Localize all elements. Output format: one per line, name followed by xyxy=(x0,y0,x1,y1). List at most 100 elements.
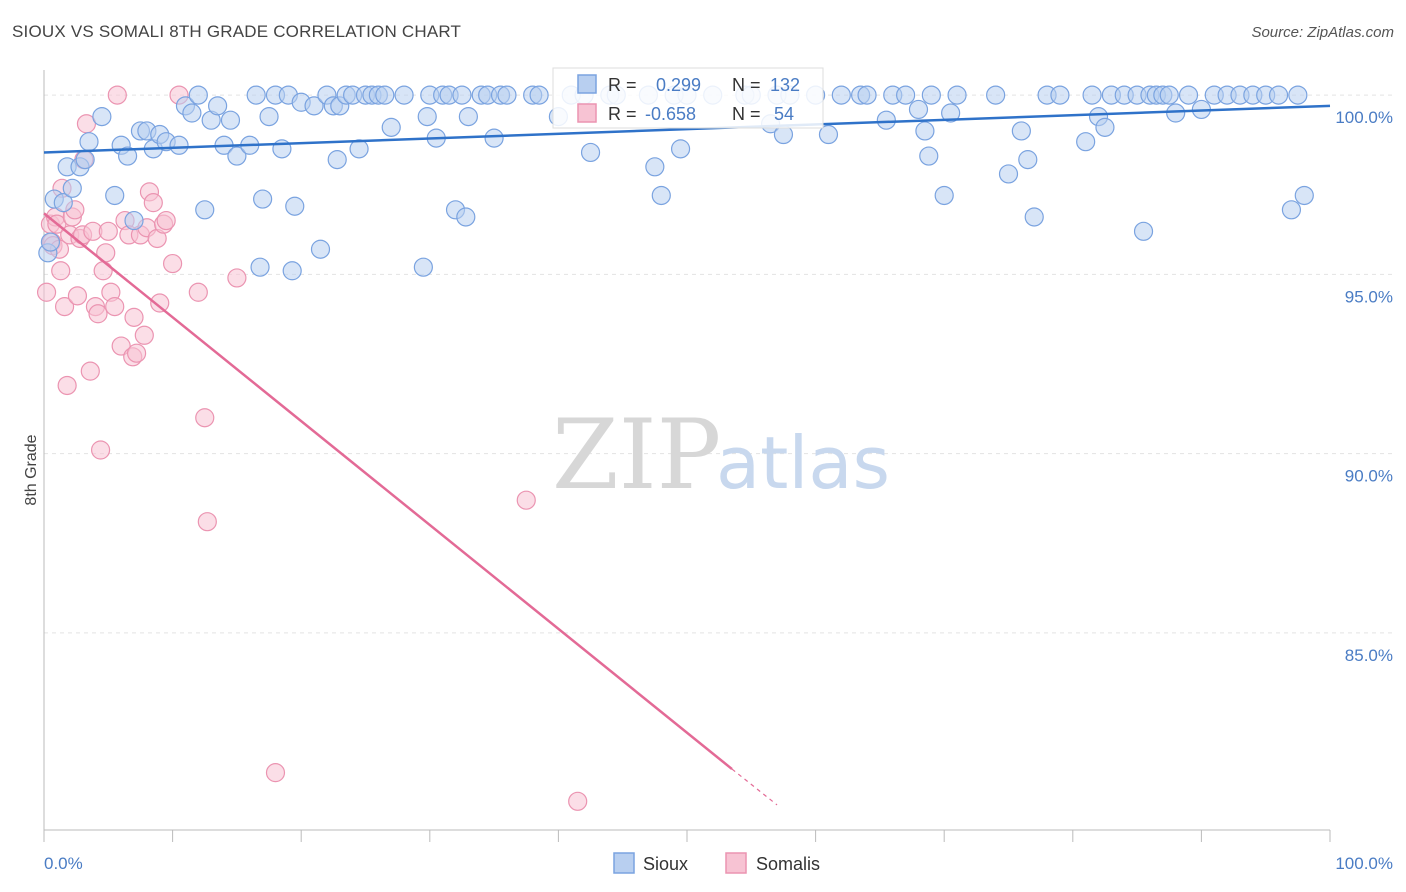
somali-point xyxy=(88,304,108,324)
sioux-point xyxy=(831,85,851,105)
sioux-point xyxy=(1281,200,1302,220)
sioux-point xyxy=(304,96,324,116)
somali-point xyxy=(156,210,176,231)
sioux-point xyxy=(246,85,266,105)
sioux-point xyxy=(124,210,144,231)
bottom-legend-sioux: Sioux xyxy=(643,854,688,874)
somali-trend-line xyxy=(43,212,733,771)
somali-point xyxy=(195,408,215,428)
sioux-point xyxy=(53,193,73,213)
somali-point xyxy=(197,512,217,532)
sioux-point xyxy=(529,85,549,105)
sioux-point xyxy=(908,99,929,120)
sioux-point xyxy=(651,185,671,206)
sioux-point xyxy=(458,107,478,127)
sioux-point xyxy=(580,142,601,163)
sioux-point xyxy=(986,85,1006,105)
somali-point xyxy=(134,325,154,345)
sioux-point xyxy=(876,110,896,130)
sioux-point xyxy=(1178,85,1199,105)
y-tick-label: 85.0% xyxy=(1345,646,1393,665)
sioux-point xyxy=(1133,221,1154,241)
sioux-point xyxy=(188,85,208,105)
legend-sioux-n-value: 132 xyxy=(770,75,800,95)
sioux-point xyxy=(645,157,665,177)
somali-point xyxy=(516,490,536,510)
sioux-point xyxy=(413,257,433,277)
source-credit: Source: ZipAtlas.com xyxy=(1251,24,1394,41)
legend-swatch-sioux xyxy=(577,74,597,94)
sioux-point xyxy=(62,178,82,198)
sioux-point xyxy=(169,135,189,155)
sioux-point xyxy=(1294,185,1314,206)
sioux-point xyxy=(1268,85,1289,105)
sioux-point xyxy=(1018,150,1038,170)
somali-point xyxy=(126,343,147,363)
x-tick-label: 100.0% xyxy=(1335,854,1393,873)
sioux-point xyxy=(394,85,414,105)
legend-sioux-r-label: R = xyxy=(608,75,637,95)
somali-point xyxy=(163,253,183,274)
sioux-point xyxy=(484,128,504,148)
sioux-point xyxy=(375,85,395,105)
sioux-point xyxy=(947,85,967,105)
sioux-point xyxy=(285,196,305,216)
series-legend: Sioux Somalis xyxy=(613,852,820,874)
sioux-point xyxy=(259,107,279,127)
legend-somali-r-label: R = xyxy=(608,104,637,124)
sioux-point xyxy=(857,85,877,105)
sioux-point xyxy=(227,146,247,166)
sioux-point xyxy=(349,139,369,159)
legend-somali-n-label: N = xyxy=(732,104,761,124)
sioux-trend-line xyxy=(43,104,1331,154)
somali-point xyxy=(105,297,125,317)
sioux-point xyxy=(941,103,961,123)
watermark-zip: ZIP xyxy=(552,399,721,511)
somali-point xyxy=(568,791,588,811)
sioux-point xyxy=(253,189,273,209)
legend-box xyxy=(552,67,824,129)
legend-sioux-n-label: N = xyxy=(732,75,761,95)
sioux-point xyxy=(456,207,476,227)
sioux-point xyxy=(1050,85,1070,105)
chart-title: SIOUX VS SOMALI 8TH GRADE CORRELATION CH… xyxy=(12,22,462,41)
sioux-point xyxy=(896,85,916,105)
somali-point xyxy=(93,261,113,281)
somali-point xyxy=(36,282,57,302)
legend-somali-n-value: 54 xyxy=(774,104,794,124)
somali-point xyxy=(51,261,71,281)
somali-point xyxy=(143,193,163,213)
legend-somali-r-value: -0.658 xyxy=(645,104,696,124)
somali-point xyxy=(188,282,208,302)
somali-point xyxy=(150,293,170,313)
sioux-point xyxy=(818,124,839,145)
sioux-point xyxy=(195,200,215,220)
bottom-legend-somalis: Somalis xyxy=(756,854,820,874)
trend-lines xyxy=(43,104,1331,806)
sioux-point xyxy=(452,85,472,105)
axes: 0.0% 100.0% xyxy=(43,70,1393,873)
correlation-legend: R = 0.299 N = 132 R = -0.658 N = 54 xyxy=(552,67,824,129)
somali-point xyxy=(54,297,75,317)
sioux-point xyxy=(915,121,935,141)
y-tick-label: 100.0% xyxy=(1335,108,1393,127)
somali-trend-line-extension xyxy=(731,768,778,806)
sioux-point xyxy=(919,146,939,166)
legend-sioux-r-value: 0.299 xyxy=(656,75,701,95)
somali-point xyxy=(98,221,118,241)
sioux-point xyxy=(92,107,112,127)
y-tick-label: 95.0% xyxy=(1345,287,1393,306)
y-axis-label: 8th Grade xyxy=(23,434,40,505)
sioux-point xyxy=(310,239,331,259)
sioux-point xyxy=(117,146,138,166)
bottom-legend-swatch-sioux xyxy=(613,852,635,874)
sioux-point xyxy=(1024,207,1044,227)
sioux-point xyxy=(1166,103,1186,123)
sioux-point xyxy=(282,261,302,281)
sioux-point xyxy=(182,103,202,123)
legend-swatch-somali xyxy=(577,103,597,123)
sioux-point xyxy=(934,185,954,206)
x-tick-label: 0.0% xyxy=(44,854,83,873)
somali-point xyxy=(107,85,127,105)
